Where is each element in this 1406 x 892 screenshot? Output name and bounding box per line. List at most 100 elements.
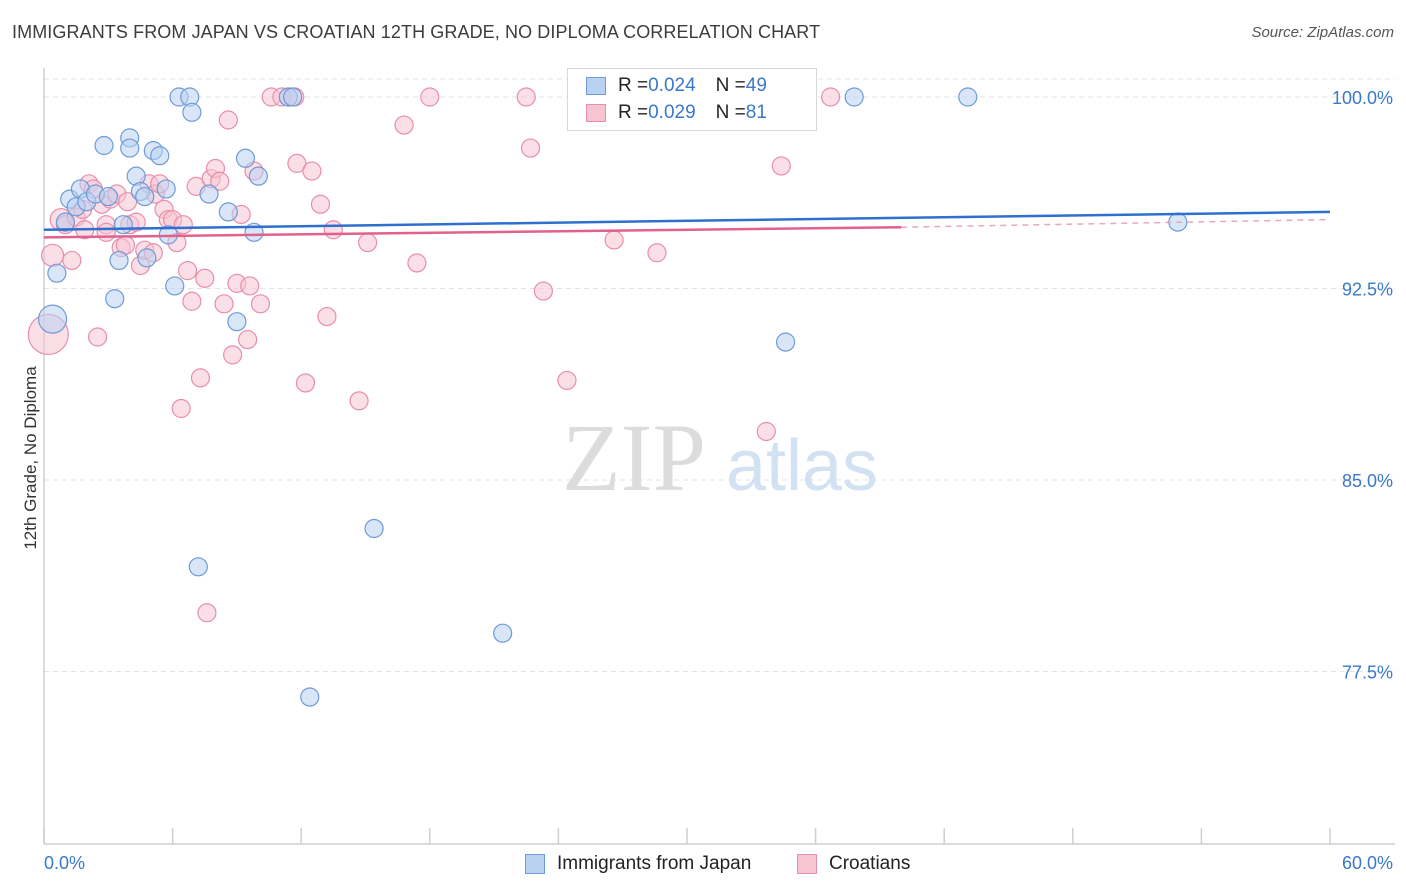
point-croatian — [240, 276, 260, 296]
legend-item-japan[interactable]: Immigrants from Japan — [525, 853, 751, 875]
chart-title: IMMIGRANTS FROM JAPAN VS CROATIAN 12TH G… — [12, 22, 821, 42]
legend-swatch-croatians — [797, 854, 817, 874]
watermark-zip: ZIP — [562, 404, 706, 511]
point-japan — [55, 212, 76, 232]
point-japan — [283, 87, 303, 107]
point-croatian — [821, 87, 841, 107]
point-croatian — [173, 215, 193, 235]
point-croatian — [647, 243, 667, 263]
point-croatian — [295, 373, 316, 393]
y-tick-label: 77.5% — [1342, 663, 1393, 683]
point-japan — [105, 289, 125, 309]
point-croatian — [190, 368, 211, 388]
legend-n-value-japan: 49 — [745, 75, 767, 96]
point-croatian — [96, 222, 116, 242]
legend-swatch-japan — [586, 77, 606, 95]
watermark: ZIP atlas — [562, 404, 878, 511]
trend-line-croatian-extension — [901, 218, 1331, 228]
point-croatian — [407, 253, 427, 273]
point-croatian — [604, 230, 624, 250]
legend-item-croatians[interactable]: Croatians — [797, 853, 910, 875]
point-croatian — [218, 110, 238, 130]
point-croatian — [516, 87, 536, 107]
point-japan — [182, 102, 202, 122]
point-croatian — [171, 398, 191, 419]
x-tick-label: 60.0% — [1342, 853, 1393, 873]
series-legend: Immigrants from Japan Croatians — [0, 853, 1406, 877]
point-croatian — [520, 138, 541, 158]
trend-line-croatian — [43, 225, 902, 239]
point-japan — [844, 87, 864, 107]
point-croatian — [223, 345, 243, 365]
point-japan — [120, 138, 140, 158]
point-croatian — [420, 87, 440, 107]
point-croatian — [394, 115, 414, 135]
legend-n-value-croatian: 81 — [745, 102, 767, 123]
point-japan — [958, 87, 978, 107]
legend-swatch-croatian — [586, 104, 606, 122]
point-croatian — [317, 306, 337, 327]
point-croatian — [87, 327, 108, 347]
point-japan — [94, 135, 114, 156]
point-croatian — [195, 268, 215, 288]
y-tick-label: 85.0% — [1342, 471, 1393, 491]
series-japan — [37, 87, 1188, 707]
point-japan — [300, 687, 320, 707]
point-croatian — [197, 603, 217, 623]
point-japan — [493, 623, 513, 643]
legend-r-label: R = — [618, 102, 649, 123]
trend-lines — [43, 210, 1331, 239]
point-croatian — [323, 220, 343, 240]
point-croatian — [358, 232, 378, 253]
point-croatian — [238, 329, 258, 350]
legend-n-label: N = — [715, 75, 746, 96]
point-croatian — [771, 156, 791, 176]
point-japan — [199, 184, 219, 204]
legend-n-label: N = — [715, 102, 746, 123]
point-japan — [218, 202, 238, 222]
series-croatians — [27, 87, 841, 623]
point-croatian — [40, 243, 65, 267]
y-tick-label: 92.5% — [1342, 280, 1393, 300]
point-japan — [135, 186, 155, 207]
point-croatian — [178, 261, 198, 281]
point-croatian — [182, 291, 202, 311]
watermark-atlas: atlas — [726, 426, 878, 506]
point-japan — [248, 166, 268, 186]
point-croatian — [349, 391, 369, 411]
point-japan — [137, 248, 157, 268]
point-japan — [775, 332, 796, 352]
point-japan — [150, 146, 170, 166]
point-croatian — [557, 370, 577, 391]
tick-labels: 100.0% 92.5% 85.0% 77.5% 0.0% 60.0% — [44, 88, 1393, 873]
axis-layer — [43, 68, 1395, 845]
point-japan — [364, 518, 384, 539]
point-japan — [165, 276, 185, 296]
x-tick-label: 0.0% — [44, 853, 85, 873]
point-croatian — [533, 281, 553, 301]
point-croatian — [310, 194, 331, 214]
point-croatian — [214, 294, 234, 314]
legend-label-japan: Immigrants from Japan — [557, 853, 752, 874]
legend-r-label: R = — [618, 75, 649, 96]
legend-row-croatian: R = 0.029 N = 81 — [586, 101, 767, 125]
point-japan — [156, 179, 176, 199]
point-croatian — [302, 161, 322, 181]
source-label: Source: ZipAtlas.com — [1251, 24, 1394, 41]
point-japan — [227, 312, 247, 332]
stats-legend: R = 0.024 N = 49 R = 0.029 N = 81 — [567, 68, 817, 131]
point-japan — [98, 186, 118, 207]
trend-line-japan — [43, 210, 1331, 232]
y-axis-label: 12th Grade, No Diploma — [21, 366, 40, 550]
point-croatian — [117, 192, 138, 212]
legend-r-value-japan: 0.024 — [648, 75, 696, 96]
point-croatian — [756, 421, 776, 442]
y-tick-label: 100.0% — [1332, 88, 1393, 108]
point-japan — [235, 148, 256, 168]
point-japan — [47, 263, 67, 283]
point-croatian — [210, 171, 230, 191]
point-japan — [109, 250, 129, 271]
legend-label-croatians: Croatians — [829, 853, 911, 874]
point-croatian — [250, 294, 271, 314]
